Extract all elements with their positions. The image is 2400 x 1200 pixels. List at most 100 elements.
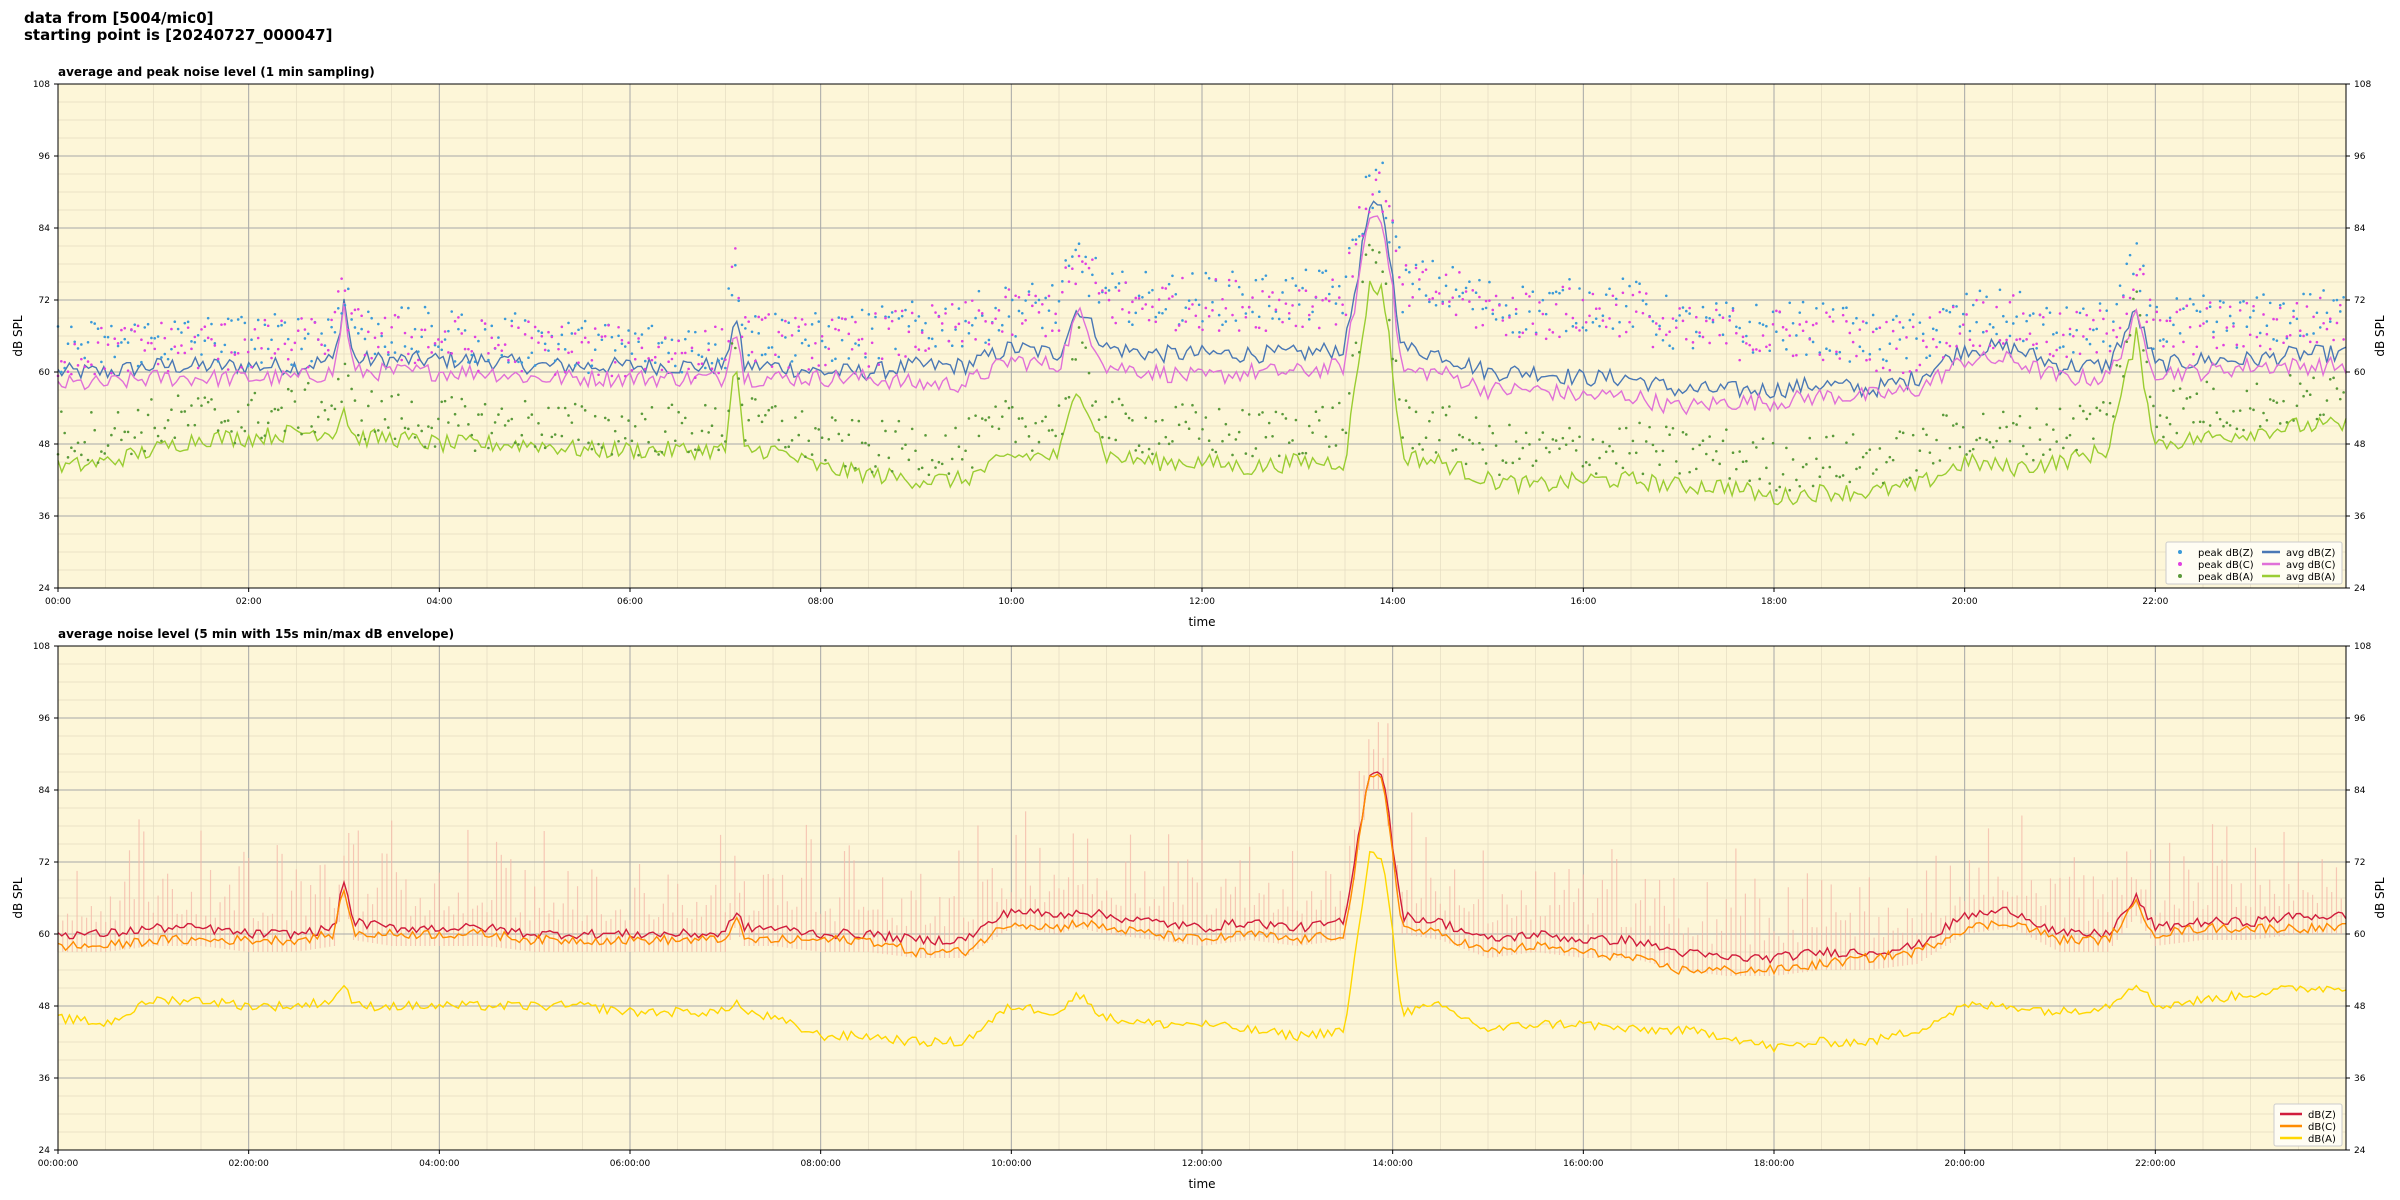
peak-point <box>523 333 527 336</box>
peak-point <box>1538 438 1541 441</box>
peak-point <box>2265 418 2269 422</box>
peak-point <box>1127 320 1131 324</box>
peak-point <box>2178 308 2182 311</box>
peak-point <box>1074 358 1077 361</box>
peak-point <box>1478 295 1481 299</box>
peak-point <box>2082 409 2085 413</box>
peak-point <box>1634 310 1638 313</box>
peak-point <box>487 358 490 362</box>
peak-point <box>1988 322 1992 326</box>
peak-point <box>340 312 343 315</box>
peak-point <box>740 323 744 327</box>
peak-point <box>1107 436 1111 440</box>
peak-point <box>1961 323 1965 326</box>
peak-point <box>2342 338 2345 341</box>
peak-point <box>1014 440 1017 444</box>
peak-point <box>1444 284 1448 288</box>
peak-point <box>734 247 737 250</box>
peak-point <box>343 289 347 292</box>
peak-point <box>493 346 497 350</box>
peak-point <box>467 347 470 351</box>
peak-point <box>1681 306 1685 309</box>
peak-point <box>2085 338 2088 341</box>
peak-point <box>780 419 784 423</box>
peak-point <box>2008 439 2012 443</box>
peak-point <box>894 430 897 433</box>
peak-point <box>670 338 674 342</box>
peak-point <box>1020 311 1024 315</box>
peak-point <box>1831 434 1835 438</box>
peak-point <box>657 453 660 456</box>
peak-point <box>346 287 350 291</box>
peak-point <box>60 410 63 413</box>
peak-point <box>814 426 817 430</box>
peak-point <box>437 338 440 341</box>
peak-point <box>230 430 233 433</box>
peak-point <box>1327 292 1331 296</box>
peak-point <box>1010 333 1014 337</box>
x-tick-label: 18:00:00 <box>1754 1159 1795 1169</box>
peak-point <box>820 436 824 439</box>
peak-point <box>1014 294 1017 298</box>
peak-point <box>1418 278 1421 281</box>
peak-point <box>1985 295 1988 299</box>
peak-point <box>1097 418 1101 421</box>
peak-point <box>1421 448 1424 451</box>
peak-point <box>717 371 720 375</box>
peak-point <box>2322 413 2325 416</box>
peak-point <box>1621 277 1625 281</box>
peak-point <box>1000 415 1004 418</box>
series-db-c <box>57 773 2346 976</box>
peak-point <box>1965 313 1968 316</box>
peak-point <box>1795 478 1798 482</box>
peak-point <box>2048 352 2052 356</box>
peak-point <box>393 351 397 354</box>
peak-point <box>510 324 514 328</box>
peak-point <box>1551 291 1555 295</box>
peak-point <box>1701 439 1705 442</box>
peak-point <box>2122 295 2125 299</box>
x-tick-label: 20:00:00 <box>1944 1159 1985 1169</box>
peak-point <box>106 335 110 339</box>
peak-point <box>1327 299 1331 303</box>
peak-point <box>2092 318 2095 322</box>
peak-point <box>1731 451 1735 455</box>
x-tick-label: 00:00:00 <box>38 1159 79 1169</box>
peak-point <box>306 365 310 369</box>
peak-point <box>1418 442 1421 446</box>
peak-point <box>820 339 824 343</box>
peak-point <box>2105 413 2109 416</box>
peak-point <box>303 337 307 340</box>
peak-point <box>2328 377 2332 381</box>
peak-point <box>780 318 784 322</box>
peak-point <box>920 331 924 334</box>
peak-point <box>1785 328 1788 331</box>
peak-point <box>336 307 340 310</box>
peak-point <box>1668 433 1671 437</box>
peak-point <box>1187 299 1191 302</box>
peak-point <box>1641 472 1645 476</box>
peak-point <box>1201 427 1204 431</box>
peak-point <box>1404 399 1408 402</box>
peak-point <box>1601 314 1605 318</box>
peak-point <box>1918 363 1922 367</box>
peak-point <box>1614 462 1618 465</box>
peak-point <box>1531 322 1535 325</box>
peak-point <box>310 317 313 321</box>
peak-point <box>246 403 250 407</box>
peak-point <box>940 462 944 466</box>
peak-point <box>253 327 257 331</box>
peak-point <box>787 321 791 325</box>
peak-point <box>483 328 487 331</box>
peak-point <box>487 446 490 450</box>
peak-point <box>1471 307 1475 311</box>
peak-point <box>420 429 423 433</box>
peak-point <box>1087 294 1091 298</box>
peak-point <box>263 434 267 437</box>
peak-point <box>1371 206 1374 210</box>
peak-point <box>1411 296 1414 299</box>
peak-point <box>1981 301 1985 304</box>
peak-point <box>1584 461 1588 464</box>
peak-point <box>1621 291 1625 295</box>
peak-point <box>377 345 380 349</box>
